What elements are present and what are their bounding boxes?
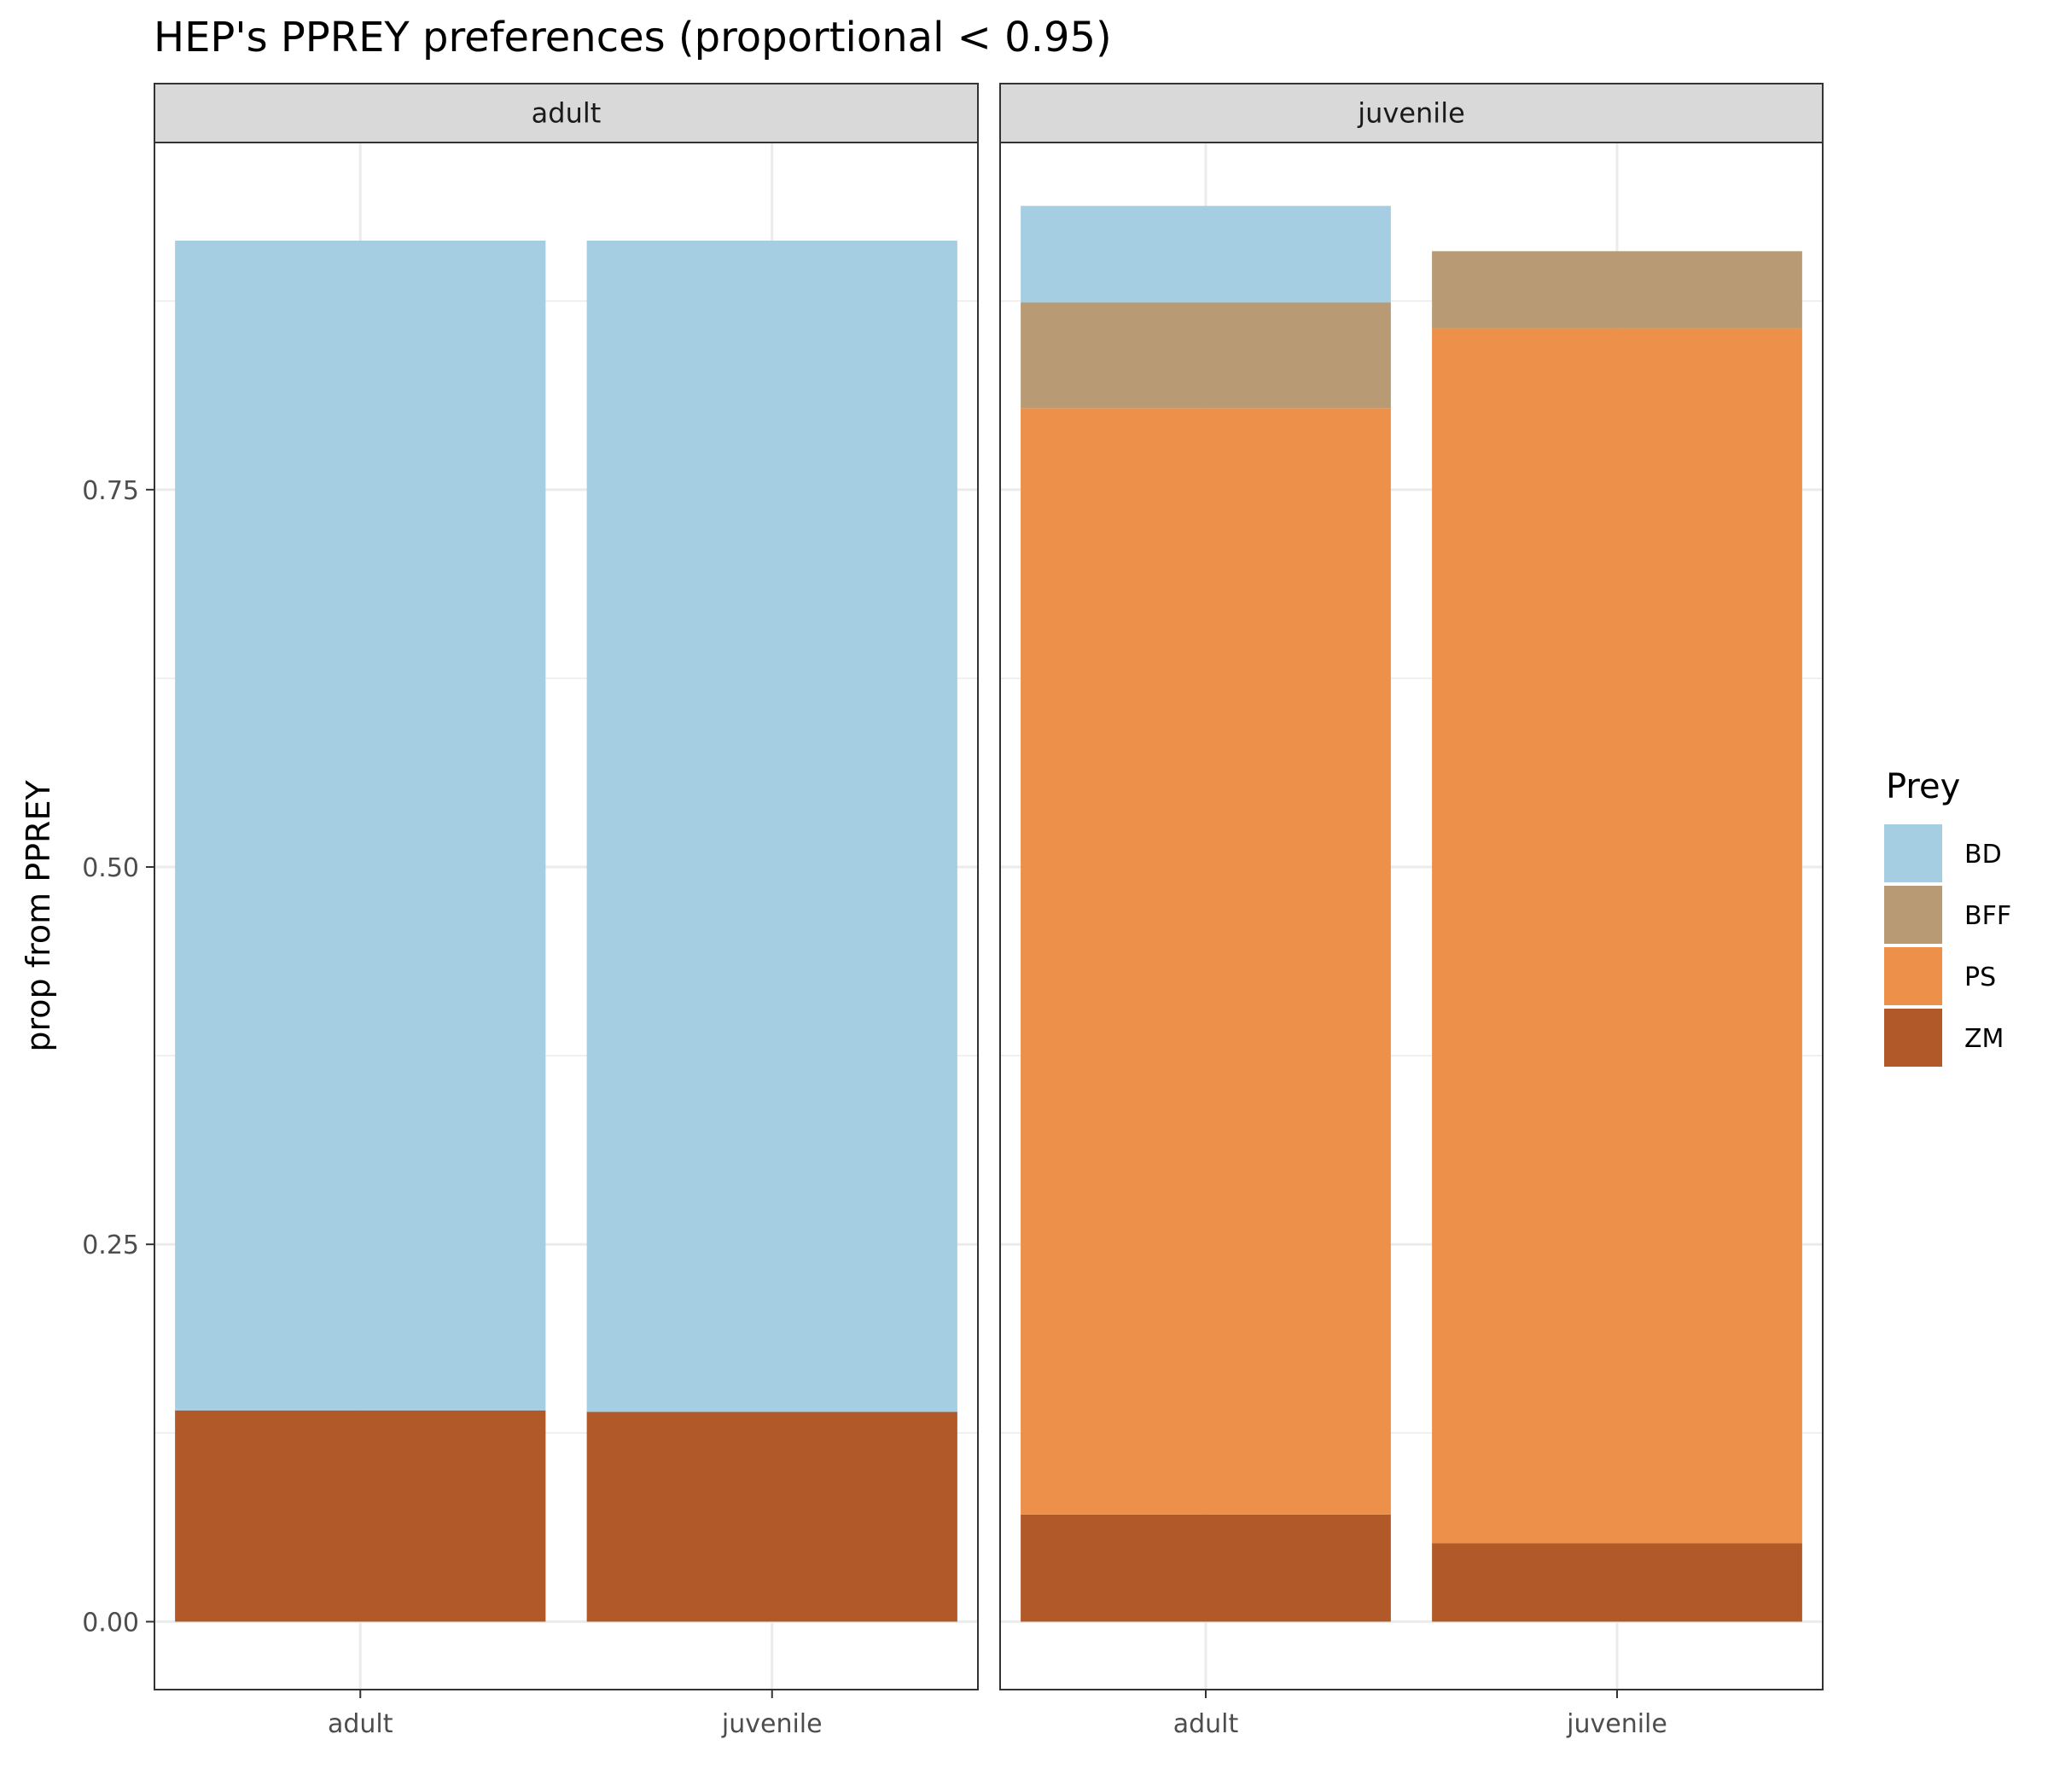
legend-label-PS: PS [1964, 963, 1996, 992]
facet-strip [154, 83, 979, 143]
legend-key-BFF [1884, 886, 1942, 944]
legend-label-ZM: ZM [1964, 1024, 2004, 1054]
y-tick-label: 0.25 [82, 1231, 139, 1260]
chart-title: HEP's PPREY preferences (proportional < … [154, 14, 1112, 61]
legend-label-BFF: BFF [1964, 901, 2011, 931]
legend-key-BD [1884, 824, 1942, 882]
bar-adult-juvenile-ZM [586, 1411, 957, 1622]
facet-panel-juvenile: juvenile adult juvenile [999, 83, 1824, 1739]
facet-strip [999, 83, 1824, 143]
legend: Prey BD BFF PS ZM [1884, 767, 2011, 1067]
bar-juvenile-adult-PS [1021, 408, 1391, 1515]
facet-strip-label: juvenile [1357, 97, 1465, 130]
y-axis: 0.00 0.25 0.50 0.75 [82, 476, 154, 1638]
legend-label-BD: BD [1964, 840, 2002, 870]
bar-juvenile-adult-BFF [1021, 302, 1391, 409]
legend-key-ZM [1884, 1009, 1942, 1067]
legend-key-PS [1884, 947, 1942, 1005]
x-tick-label: adult [328, 1709, 393, 1739]
y-tick-label: 0.50 [82, 853, 139, 883]
facet-panel-adult: adult adult juvenile [154, 83, 979, 1739]
y-axis-title: prop from PPREY [20, 780, 57, 1052]
bar-adult-juvenile-BD [586, 240, 957, 1412]
bar-adult-adult-BD [175, 240, 546, 1411]
x-tick-label: juvenile [721, 1709, 823, 1739]
legend-title: Prey [1886, 767, 1960, 806]
bar-juvenile-juvenile-ZM [1432, 1543, 1802, 1622]
y-tick-label: 0.75 [82, 476, 139, 506]
bar-juvenile-juvenile-PS [1432, 328, 1802, 1544]
facet-panels: adult adult juvenile juvenile adult juvenile [154, 83, 1824, 1739]
y-tick-label: 0.00 [82, 1608, 139, 1638]
facet-strip-label: adult [532, 97, 602, 130]
bar-juvenile-juvenile-BFF [1432, 251, 1802, 329]
x-tick-label: adult [1173, 1709, 1239, 1739]
x-tick-label: juvenile [1566, 1709, 1667, 1739]
bar-juvenile-adult-BD [1021, 206, 1391, 303]
bar-juvenile-adult-ZM [1021, 1514, 1391, 1622]
bar-adult-adult-ZM [175, 1410, 546, 1622]
